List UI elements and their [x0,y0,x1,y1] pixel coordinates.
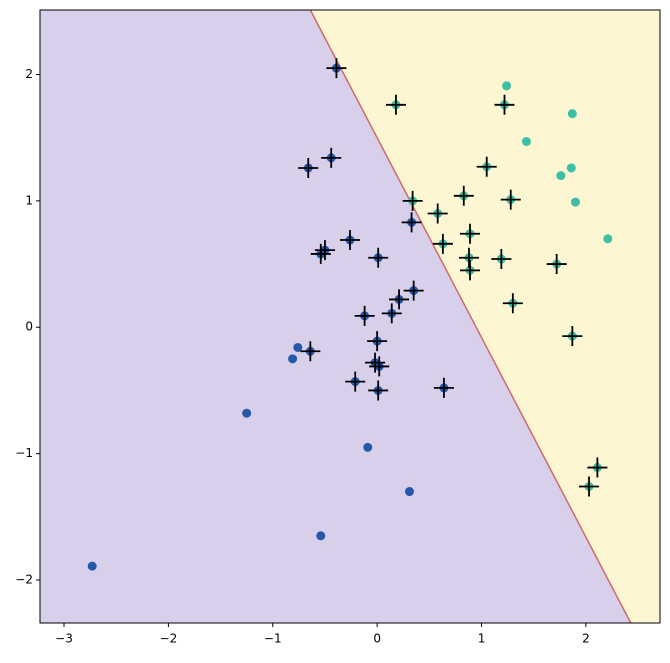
right-region [310,10,660,623]
support-vector [460,260,481,281]
support-vector [427,203,448,224]
y-tick-label: 0 [25,320,33,334]
support-vector [453,185,474,206]
point [242,408,252,418]
point [603,234,613,244]
point [316,531,326,541]
support-vector [433,377,454,398]
support-vector [368,247,389,268]
x-tick-label: 0 [373,632,381,646]
support-vector [476,156,497,177]
point [566,163,576,173]
x-tick-label: −3 [55,632,73,646]
support-vector [381,303,402,324]
y-tick-label: 2 [25,67,33,81]
support-vector [562,326,583,347]
support-vector [389,289,410,310]
support-vector [340,230,360,251]
point [293,342,303,352]
support-vector [326,58,347,79]
point [87,561,97,571]
y-tick-label: −2 [15,573,33,587]
point [363,442,373,452]
support-vector [368,380,389,401]
support-vector [432,233,453,254]
support-vector [345,371,366,392]
support-vector [403,280,424,301]
x-tick-label: −1 [264,632,282,646]
support-vector [579,476,600,497]
support-vector [385,94,406,115]
support-vector [300,341,321,362]
support-vector [354,305,375,326]
support-vector [367,331,388,352]
support-vector [494,94,515,115]
support-vector [500,189,521,210]
support-vector [401,212,422,233]
point [404,487,414,497]
point [556,171,566,181]
x-tick-label: 1 [478,632,486,646]
point [521,136,531,146]
x-tick-label: −2 [160,632,178,646]
point [288,354,298,364]
support-vector [365,352,386,373]
support-vector [546,254,567,275]
support-vector [587,457,608,478]
support-vector [458,247,479,268]
plot-frame [39,9,661,624]
support-vector [298,157,319,178]
support-vector [314,240,335,261]
support-vector [369,356,390,377]
decision-boundary [309,9,632,624]
support-vector [491,248,512,269]
support-vector [321,147,342,168]
support-vector [460,223,481,244]
x-tick-label: 2 [582,632,590,646]
point [570,197,580,207]
support-vector [502,293,523,314]
y-tick-label: −1 [15,446,33,460]
support-vector [310,243,331,264]
point [502,81,512,91]
support-vector [402,190,423,211]
point [567,109,577,119]
left-region [40,10,631,623]
y-tick-label: 1 [25,193,33,207]
